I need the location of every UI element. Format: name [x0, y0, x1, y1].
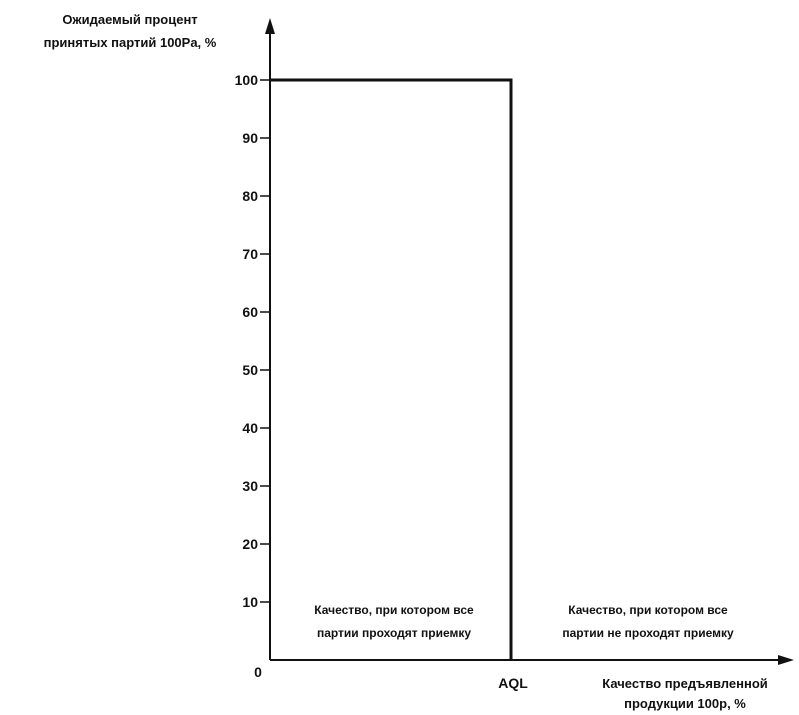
y-tick-label: 10	[242, 594, 258, 610]
y-tick-label: 50	[242, 362, 258, 378]
y-tick-label: 30	[242, 478, 258, 494]
y-tick-label: 80	[242, 188, 258, 204]
y-axis-title-line-2: принятых партий 100Pa, %	[44, 35, 217, 50]
left-region-label-line-1: Качество, при котором все	[314, 603, 474, 617]
series-line-oc-curve	[270, 78, 513, 660]
y-tick-label: 60	[242, 304, 258, 320]
origin-label: 0	[254, 664, 262, 680]
y-tick-label: 70	[242, 246, 258, 262]
y-tick-label: 40	[242, 420, 258, 436]
right-region-label-line-2: партии не проходят приемку	[562, 626, 734, 640]
y-ticks: 10 20 30 40 50 60 70 80 90 100	[235, 72, 270, 610]
y-tick-label: 100	[235, 72, 259, 88]
right-region-label-line-1: Качество, при котором все	[568, 603, 728, 617]
y-axis-title-line-1: Ожидаемый процент	[62, 12, 197, 27]
x-axis-title-line-1: Качество предъявленной	[602, 676, 768, 691]
left-region-label-line-2: партии проходят приемку	[317, 626, 471, 640]
y-tick-label: 90	[242, 130, 258, 146]
y-axis-arrow	[265, 18, 275, 34]
x-axis-arrow	[778, 655, 794, 665]
y-tick-label: 20	[242, 536, 258, 552]
x-marker-label-aql: AQL	[498, 675, 528, 691]
x-axis-title-line-2: продукции 100p, %	[624, 696, 746, 711]
